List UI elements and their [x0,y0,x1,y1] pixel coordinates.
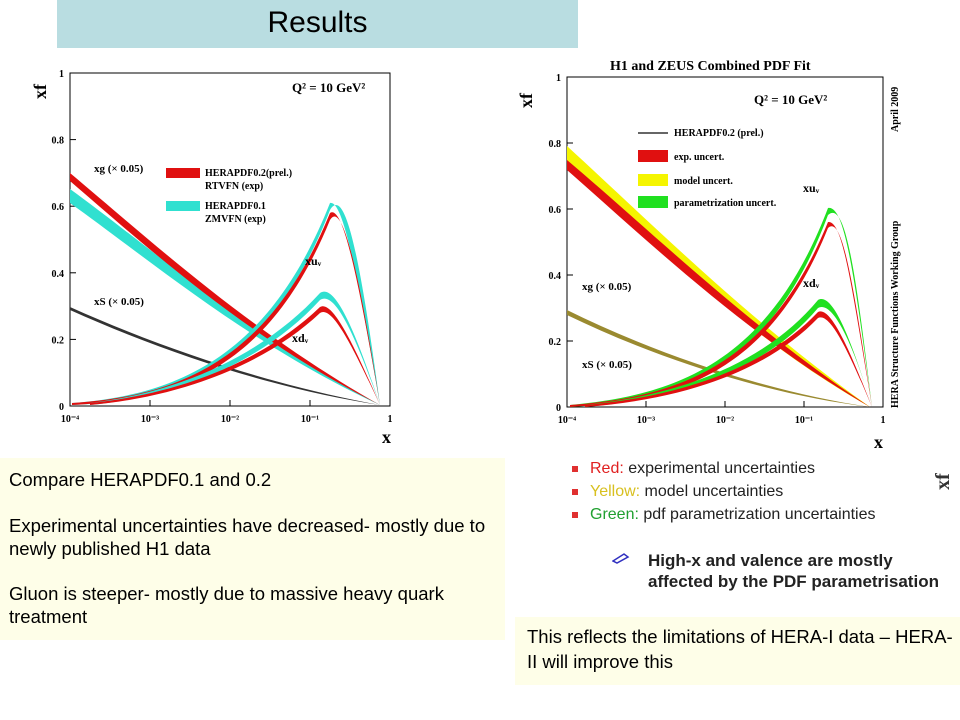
x-tick-label: 10⁻³ [141,414,159,425]
left-legend-swatch-old [166,201,200,211]
x-tick-label: 1 [881,415,886,426]
right-plot-svg: H1 and ZEUS Combined PDF Fit xf x Q² = 1… [516,59,901,452]
left-box-p3: Gluon is steeper- mostly due to massive … [9,583,444,627]
left-plot: xf x Q² = 10 GeV² 0 0.2 0.4 0.6 0.8 1 10⁻⁴ 10⁻… [30,55,430,450]
x-tick-label: 10⁻² [221,414,239,425]
right-y-axis-label: xf [516,92,536,108]
right-yticks: 0 0.2 0.4 0.6 0.8 1 [549,73,573,414]
bullet-square-icon [572,511,578,518]
x-tick-label: 10⁻² [716,415,734,426]
left-q2-label: Q² = 10 GeV² [292,80,365,95]
x-tick-label: 10⁻³ [637,415,655,426]
right-plot: H1 and ZEUS Combined PDF Fit xf x Q² = 1… [510,50,920,452]
left-plot-svg: xf x Q² = 10 GeV² 00.20.40.60.81 10⁻⁴ 10⁻… [30,69,393,447]
bullet-green: Green: pdf parametrization uncertainties [572,505,876,525]
left-xticks: 10⁻⁴ 10⁻³ 10⁻² 10⁻¹ 1 [61,400,393,425]
right-legend-swatch-param [638,196,668,208]
right-legend-central: HERAPDF0.2 (prel.) [674,128,764,139]
y-tick-label: 0.8 [549,139,562,150]
bullet-green-key: Green: [590,506,639,523]
corner-xf-label: xf [931,473,954,490]
bullet-red-key: Red: [590,460,624,477]
right-label-xs: xS (× 0.05) [582,359,632,371]
right-legend-swatch-model [638,174,668,186]
right-plot-title: H1 and ZEUS Combined PDF Fit [610,59,811,74]
left-label-xg: xg (× 0.05) [94,163,144,175]
right-xticks: 10⁻⁴ 10⁻³ 10⁻² 10⁻¹ 1 [558,401,886,426]
x-tick-label: 1 [388,414,393,425]
right-x-axis-label: x [874,432,883,452]
y-tick-label: 0 [59,402,64,413]
pencil-icon [612,553,630,564]
y-tick-label: 0.6 [52,202,65,213]
bullet-green-text: pdf parametrization uncertainties [638,506,876,523]
left-yticks: 0 0.2 0.4 0.6 0.8 1 [52,69,76,413]
right-xdv-band-param [585,299,872,407]
bullet-yellow-text: model uncertainties [640,483,784,500]
left-legend-new-line1: HERAPDF0.2(prel.) [205,168,292,179]
bullet-square-icon [572,488,578,495]
left-text-box: Compare HERAPDF0.1 and 0.2 Experimental … [0,458,505,640]
bullet-yellow: Yellow: model uncertainties [572,482,783,502]
y-tick-label: 0.2 [52,335,65,346]
left-label-xdv: xdᵥ [292,331,309,345]
uncertainty-legend-panel: Red: experimental uncertainties Yellow: … [512,456,960,616]
y-tick-label: 0.6 [549,205,562,216]
bullet-yellow-key: Yellow: [590,483,641,500]
right-side-date: April 2009 [890,87,901,132]
y-tick-label: 0.4 [549,271,562,282]
title-bar: Results [57,0,578,48]
left-label-xs: xS (× 0.05) [94,296,144,308]
right-legend-exp: exp. uncert. [674,152,725,163]
y-tick-label: 0.4 [52,269,65,280]
left-x-axis-label: x [382,427,391,447]
left-legend-swatch-new [166,168,200,178]
right-side-group: HERA Structure Functions Working Group [890,220,901,408]
x-tick-label: 10⁻⁴ [558,415,576,426]
right-legend-model: model uncert. [674,176,733,187]
slide-title: Results [267,6,368,39]
left-legend-old-line1: HERAPDF0.1 [205,201,266,212]
bullet-red: Red: experimental uncertainties [572,459,815,479]
left-legend-old-line2: ZMVFN (exp) [205,214,266,225]
left-label-xuv: xuᵥ [305,254,322,268]
y-tick-label: 0 [556,403,561,414]
y-tick-label: 1 [556,73,561,84]
left-y-axis-label: xf [30,83,50,99]
y-tick-label: 1 [59,69,64,80]
x-tick-label: 10⁻¹ [301,414,319,425]
bullet-square-icon [572,465,578,472]
bullet-red-text: experimental uncertainties [623,460,816,477]
right-legend-param: parametrization uncert. [674,198,777,209]
left-box-p2: Experimental uncertainties have decrease… [9,515,486,559]
x-tick-label: 10⁻⁴ [61,414,79,425]
left-box-p1: Compare HERAPDF0.1 and 0.2 [9,469,272,490]
y-tick-label: 0.2 [549,337,562,348]
left-legend-new-line2: RTVFN (exp) [205,181,263,192]
right-label-xg: xg (× 0.05) [582,281,632,293]
right-label-xdv: xdᵥ [803,276,820,290]
right-label-xuv: xuᵥ [803,181,820,195]
right-box-p1: This reflects the limitations of HERA-I … [527,626,953,672]
right-legend-swatch-exp [638,150,668,162]
note-text: High-x and valence are mostly affected b… [648,551,939,591]
right-q2-label: Q² = 10 GeV² [754,92,827,107]
right-text-box: This reflects the limitations of HERA-I … [515,617,960,685]
x-tick-label: 10⁻¹ [795,415,813,426]
y-tick-label: 0.8 [52,136,65,147]
